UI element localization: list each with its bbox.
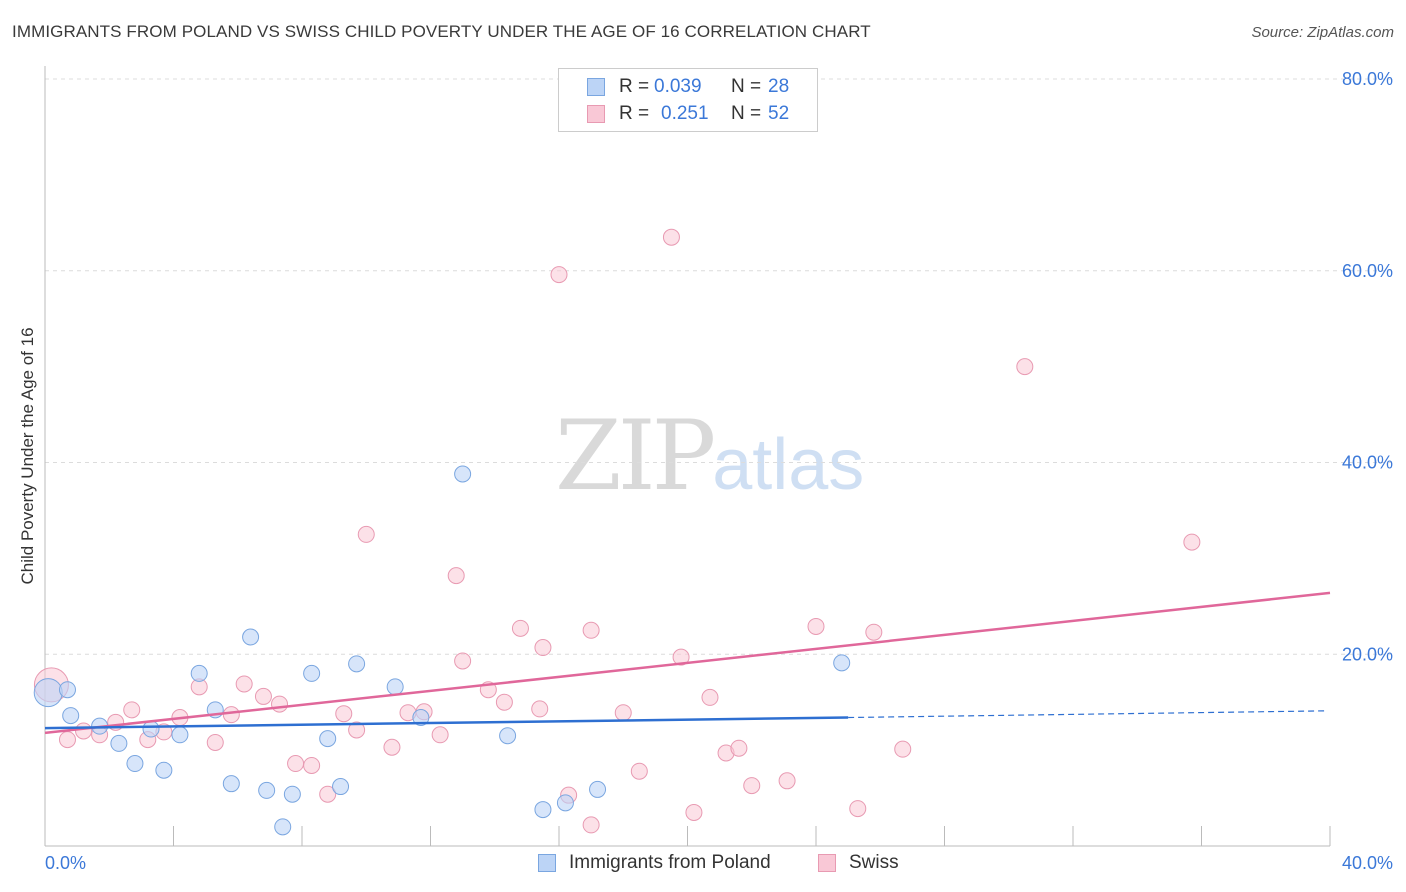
y-tick-label: 40.0% (1342, 453, 1393, 473)
y-tick-label: 80.0% (1342, 69, 1393, 89)
swiss-swatch (587, 105, 605, 123)
legend-r-value: 0.039 (654, 76, 702, 97)
swiss-point (743, 777, 761, 795)
poland-point (348, 655, 366, 673)
swiss-point (662, 228, 680, 246)
swiss-point (630, 762, 648, 780)
swiss-point (75, 722, 93, 740)
poland-point (258, 781, 276, 799)
poland-legend-swatch (538, 854, 556, 872)
poland-point (242, 628, 260, 646)
legend-r-label: R = (619, 76, 650, 97)
poland-legend-label: Immigrants from Poland (569, 852, 771, 873)
swiss-legend-label: Swiss (849, 852, 899, 873)
swiss-point (235, 675, 253, 693)
legend-n-label: N = (731, 76, 762, 97)
poland-point (386, 678, 404, 696)
swiss-point (123, 701, 141, 719)
legend-row-poland: R = 0.039 N = 28 (559, 75, 817, 101)
swiss-point (1016, 358, 1034, 376)
poland-point (412, 709, 430, 727)
swiss-point (511, 619, 529, 637)
swiss-trend-line (44, 591, 1331, 735)
chart-title: IMMIGRANTS FROM POLAND VS SWISS CHILD PO… (12, 22, 871, 41)
swiss-point (431, 726, 449, 744)
poland-point (126, 755, 144, 773)
swiss-point (534, 639, 552, 657)
poland-point (499, 727, 517, 745)
swiss-point (319, 785, 337, 803)
swiss-point (357, 525, 375, 543)
poland-point (62, 707, 80, 725)
swiss-point (495, 693, 513, 711)
swiss-point (582, 621, 600, 639)
swiss-point (672, 648, 690, 666)
poland-point (534, 801, 552, 819)
swiss-point (58, 731, 76, 749)
poland-point (454, 465, 472, 483)
swiss-point (849, 800, 867, 818)
swiss-point (807, 617, 825, 635)
swiss-point (582, 816, 600, 834)
swiss-point (550, 266, 568, 284)
swiss-point (222, 706, 240, 724)
poland-point (58, 681, 76, 699)
y-tick-label: 20.0% (1342, 644, 1393, 664)
watermark: ZIPatlas (555, 400, 864, 512)
swiss-point (894, 740, 912, 758)
swiss-point (531, 700, 549, 718)
source-label: Source: ZipAtlas.com (1251, 24, 1394, 41)
poland-point (303, 664, 321, 682)
swiss-legend-swatch (818, 854, 836, 872)
poland-point (833, 654, 851, 672)
swiss-point (614, 704, 632, 722)
x-tick-label: 0.0% (45, 853, 86, 873)
swiss-point (1183, 533, 1201, 551)
x-tick-label: 40.0% (1342, 853, 1393, 873)
poland-point (33, 678, 63, 708)
swiss-point (730, 739, 748, 757)
legend-row-swiss: R = 0.251 N = 52 (559, 102, 817, 128)
swiss-point (685, 803, 703, 821)
swiss-point (454, 652, 472, 670)
poland-point (171, 726, 189, 744)
poland-point (274, 818, 292, 836)
poland-point (142, 720, 160, 738)
correlation-legend: R = 0.039 N = 28 R = 0.251 N = 52 (558, 68, 818, 132)
swiss-point (271, 695, 289, 713)
poland-point (190, 664, 208, 682)
poland-point (222, 775, 240, 793)
poland-point (332, 778, 350, 796)
legend-n-value: 28 (768, 76, 790, 97)
legend-r-label: R = (619, 103, 650, 124)
swiss-point (383, 738, 401, 756)
swiss-point (865, 623, 883, 641)
swiss-point (348, 721, 366, 739)
swiss-point (778, 772, 796, 790)
poland-trend-extension (848, 710, 1329, 719)
legend-n-label: N = (731, 103, 762, 124)
y-tick-label: 60.0% (1342, 261, 1393, 281)
poland-trend-line (44, 716, 849, 730)
poland-point (110, 734, 128, 752)
swiss-point (701, 688, 719, 706)
legend-n-value: 52 (768, 103, 790, 124)
poland-point (319, 730, 337, 748)
poland-point (155, 761, 173, 779)
swiss-point (447, 567, 465, 585)
swiss-point (254, 687, 272, 705)
swiss-point (335, 705, 353, 723)
watermark-zip: ZIP (555, 400, 716, 512)
swiss-point (287, 755, 305, 773)
poland-point (556, 794, 574, 812)
poland-point (589, 780, 607, 798)
watermark-atlas: atlas (712, 425, 865, 505)
swiss-point (303, 756, 321, 774)
poland-point (283, 785, 301, 803)
poland-swatch (587, 78, 605, 96)
legend-r-value: 0.251 (661, 103, 709, 124)
swiss-point (206, 733, 224, 751)
